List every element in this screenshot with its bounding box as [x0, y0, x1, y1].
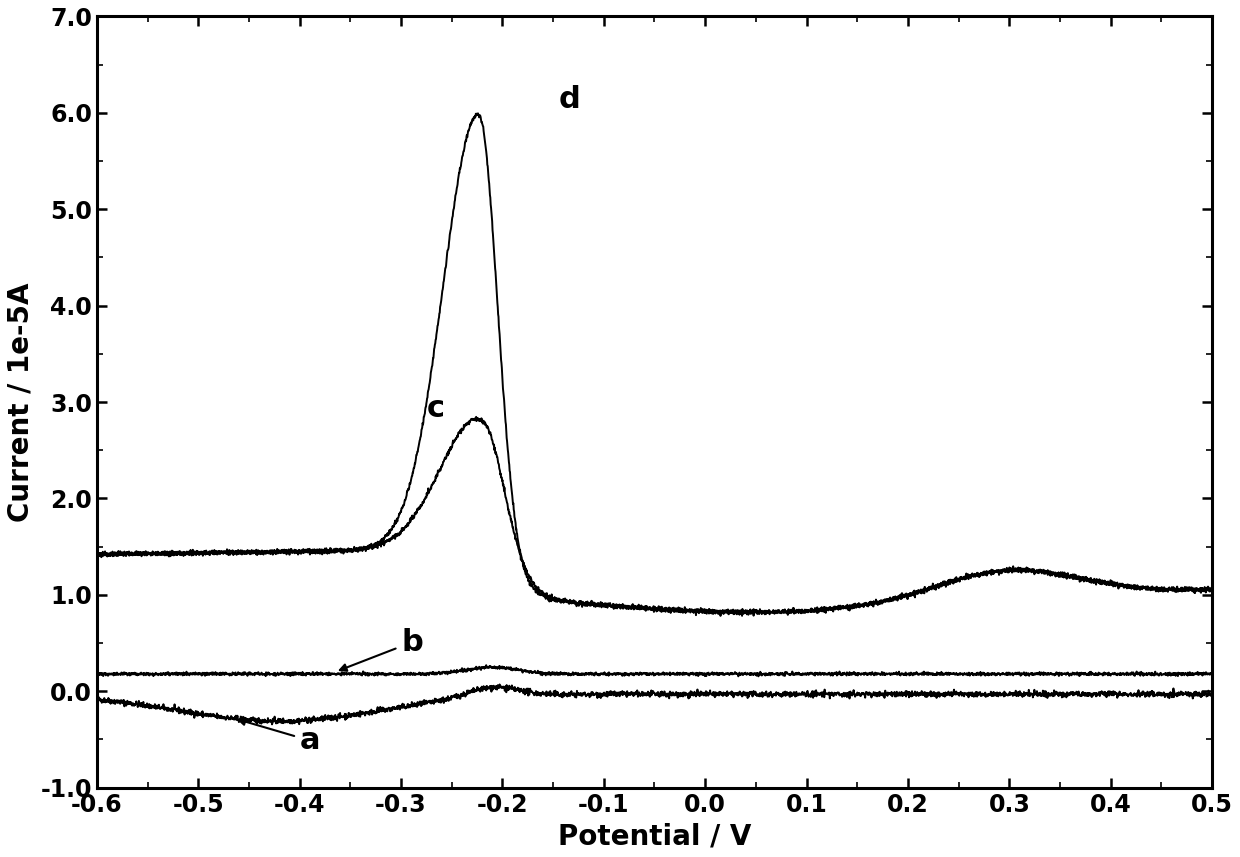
Text: b: b	[340, 627, 423, 671]
Text: d: d	[558, 85, 580, 114]
Y-axis label: Current / 1e-5A: Current / 1e-5A	[7, 282, 35, 522]
X-axis label: Potential / V: Potential / V	[558, 822, 751, 850]
Text: c: c	[427, 393, 444, 423]
Text: a: a	[238, 718, 320, 755]
